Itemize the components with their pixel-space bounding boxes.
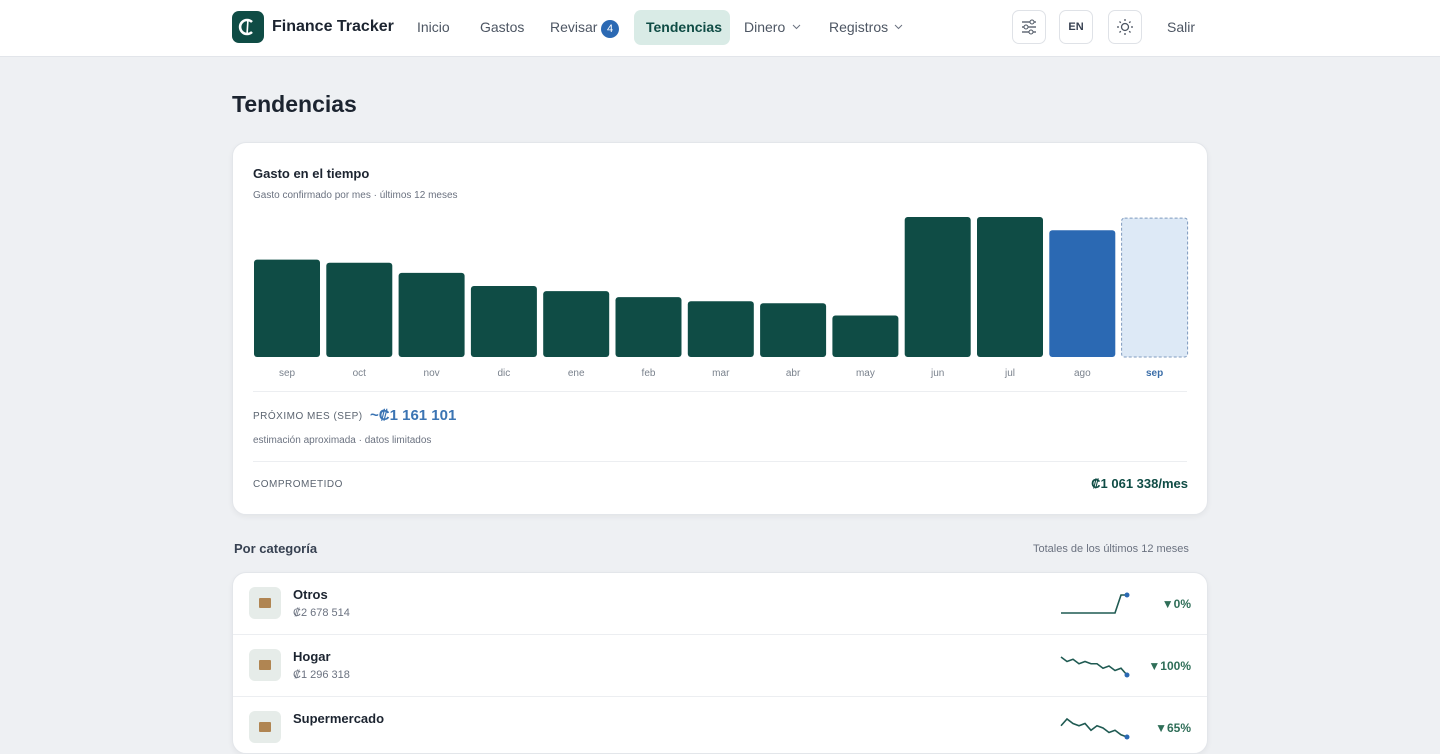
bar bbox=[977, 217, 1043, 357]
category-total: ₡1 296 318 bbox=[293, 669, 350, 681]
bar bbox=[687, 301, 754, 357]
forecast-label: PRÓXIMO MES (SEP) bbox=[253, 411, 363, 422]
x-tick-label: jul bbox=[1004, 368, 1015, 379]
logout[interactable]: Salir bbox=[1167, 19, 1196, 35]
category-icon bbox=[249, 649, 281, 681]
category-total: ₡2 678 514 bbox=[293, 607, 350, 619]
divider bbox=[253, 391, 1187, 392]
nav-link[interactable]: Inicio bbox=[417, 19, 450, 35]
nav-link[interactable]: Gastos bbox=[480, 19, 525, 35]
sparkline-path bbox=[1061, 594, 1127, 614]
category-name: Supermercado bbox=[293, 711, 385, 726]
navbar: Finance Tracker Inicio Gastos Revisar 4 … bbox=[0, 0, 1440, 57]
x-tick-label: nov bbox=[424, 368, 440, 379]
x-tick-label: dic bbox=[498, 368, 511, 379]
forecast-note: estimación aproximada · datos limitados bbox=[253, 435, 432, 446]
divider bbox=[253, 461, 1187, 462]
category-change: ▼0% bbox=[1161, 597, 1191, 611]
bar bbox=[326, 262, 393, 357]
sparkline bbox=[1060, 656, 1130, 678]
sparkline-end bbox=[1124, 592, 1130, 598]
sparkline-end bbox=[1124, 672, 1130, 678]
brand[interactable]: Finance Tracker bbox=[272, 18, 394, 35]
category-card: Otros ₡2 678 514 ▼0% Hogar ₡1 296 318 ▼100% Su… bbox=[232, 572, 1208, 754]
language-button[interactable]: EN bbox=[1059, 10, 1093, 44]
icon-glyph bbox=[259, 722, 271, 732]
bar bbox=[904, 217, 971, 357]
icon-glyph bbox=[259, 660, 271, 670]
nav-link[interactable]: Revisar bbox=[550, 19, 598, 35]
chart-title: Gasto en el tiempo bbox=[253, 166, 370, 181]
x-tick-label: ago bbox=[1074, 368, 1091, 379]
category-row[interactable]: Hogar ₡1 296 318 ▼100% bbox=[233, 635, 1207, 697]
bar bbox=[470, 286, 537, 357]
category-icon bbox=[249, 711, 281, 743]
chevron bbox=[792, 24, 801, 30]
category-icon bbox=[249, 587, 281, 619]
category-name: Hogar bbox=[293, 649, 331, 664]
filter-icon bbox=[1022, 19, 1036, 35]
committed-label: COMPROMETIDO bbox=[253, 479, 343, 490]
page-title: Tendencias bbox=[232, 91, 357, 117]
trend-card: Gasto en el tiempo Gasto confirmado por … bbox=[232, 142, 1208, 515]
nav-link-active[interactable]: Tendencias bbox=[646, 19, 722, 35]
x-tick-label: sep bbox=[1146, 368, 1163, 379]
x-tick-label: jun bbox=[930, 368, 944, 379]
bar bbox=[398, 272, 465, 357]
bar bbox=[615, 297, 682, 357]
sun-icon bbox=[1117, 19, 1133, 35]
category-change: ▼100% bbox=[1148, 659, 1191, 673]
bar-chart: sep oct nov dic ene feb mar abr may jun jul ago sep bbox=[254, 217, 1189, 379]
sparkline-path bbox=[1060, 717, 1128, 738]
x-tick-label: feb bbox=[642, 368, 656, 379]
badge: 4 bbox=[601, 20, 619, 38]
bar bbox=[1049, 230, 1116, 357]
icon-glyph bbox=[259, 598, 271, 608]
chart-subtitle: Gasto confirmado por mes · últimos 12 me… bbox=[253, 190, 458, 201]
category-row[interactable]: Supermercado ▼65% bbox=[233, 697, 1207, 753]
forecast-bar bbox=[1121, 217, 1189, 358]
bar bbox=[760, 303, 827, 357]
bar bbox=[543, 291, 610, 357]
sparkline bbox=[1061, 592, 1130, 614]
nav-dropdown[interactable]: Dinero bbox=[744, 19, 786, 35]
sparkline-end bbox=[1124, 734, 1130, 740]
chevron bbox=[894, 24, 903, 30]
bar bbox=[832, 315, 899, 357]
sparkline bbox=[1060, 717, 1130, 740]
section-note: Totales de los últimos 12 meses bbox=[1033, 543, 1189, 555]
filter-button[interactable] bbox=[1012, 10, 1046, 44]
x-tick-label: ene bbox=[568, 368, 585, 379]
x-tick-label: sep bbox=[279, 368, 296, 379]
section-title: Por categoría bbox=[234, 541, 318, 556]
active-tab-bg bbox=[634, 10, 730, 45]
nav-dropdown[interactable]: Registros bbox=[829, 19, 889, 35]
theme-button[interactable] bbox=[1108, 10, 1142, 44]
category-name: Otros bbox=[293, 587, 328, 602]
sparkline-path bbox=[1060, 656, 1128, 676]
category-change: ▼65% bbox=[1155, 721, 1191, 735]
x-tick-label: oct bbox=[353, 368, 367, 379]
forecast-value: ~₡1 161 101 bbox=[370, 407, 457, 424]
committed-value: ₡1 061 338/mes bbox=[1091, 476, 1188, 491]
x-tick-label: abr bbox=[786, 368, 801, 379]
bar bbox=[254, 259, 320, 357]
x-tick-label: may bbox=[856, 368, 875, 379]
logo bbox=[232, 11, 264, 43]
category-row[interactable]: Otros ₡2 678 514 ▼0% bbox=[233, 573, 1207, 635]
x-tick-label: mar bbox=[712, 368, 730, 379]
